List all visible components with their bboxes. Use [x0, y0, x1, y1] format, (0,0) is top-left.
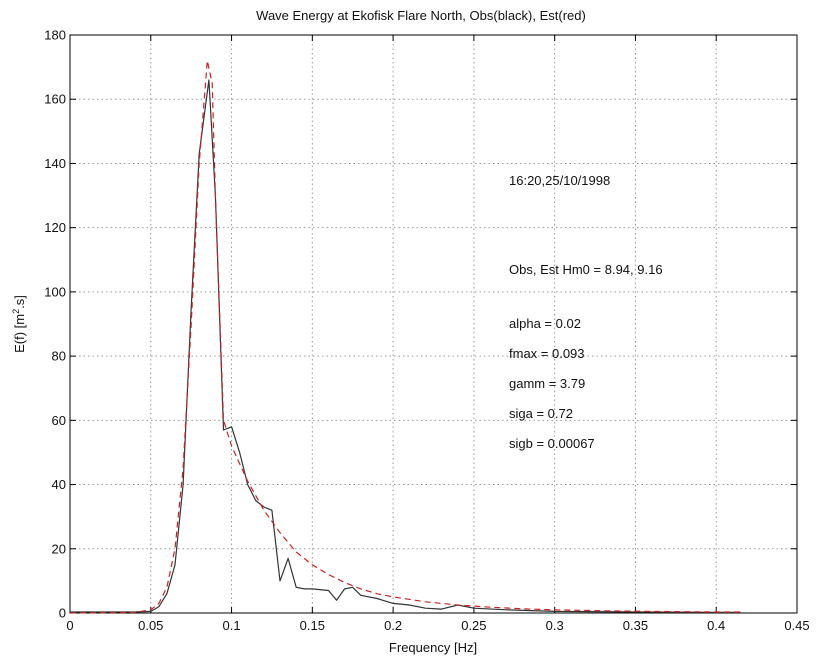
annotation-hm0: Obs, Est Hm0 = 8.94, 9.16: [509, 262, 663, 277]
chart-title: Wave Energy at Ekofisk Flare North, Obs(…: [256, 8, 586, 23]
series-line-obs: [70, 79, 741, 614]
annotation-alpha: alpha = 0.02: [509, 316, 581, 331]
y-tick-label: 80: [52, 349, 66, 364]
x-tick-label: 0.35: [623, 618, 648, 633]
x-tick-label: 0.3: [546, 618, 564, 633]
annotations: 16:20,25/10/1998 Obs, Est Hm0 = 8.94, 9.…: [509, 173, 663, 451]
x-tick-label: 0.15: [300, 618, 325, 633]
x-tick-label: 0.1: [223, 618, 241, 633]
y-axis: 0 20 40 60 80 100 120 140 160 180: [44, 28, 797, 621]
annotation-sigb: sigb = 0.00067: [509, 436, 595, 451]
plot-area-border: [69, 34, 798, 614]
y-tick-label: 20: [52, 541, 66, 556]
annotation-fmax: fmax = 0.093: [509, 346, 585, 361]
y-tick-label: 60: [52, 413, 66, 428]
y-tick-label: 140: [44, 156, 66, 171]
x-tick-label: 0.25: [461, 618, 486, 633]
x-tick-label: 0: [66, 618, 73, 633]
grid: [70, 35, 797, 613]
x-tick-label: 0.4: [707, 618, 725, 633]
x-tick-label: 0.2: [384, 618, 402, 633]
x-tick-label: 0.45: [784, 618, 809, 633]
y-tick-label: 160: [44, 92, 66, 107]
y-tick-label: 180: [44, 28, 66, 43]
y-tick-label: 100: [44, 284, 66, 299]
series-line-est: [69, 60, 741, 614]
plot-frame: [69, 34, 798, 614]
series-layer: [69, 60, 741, 614]
annotation-siga: siga = 0.72: [509, 406, 573, 421]
x-axis-label: Frequency [Hz]: [389, 640, 477, 655]
y-tick-label: 0: [59, 606, 66, 621]
x-tick-label: 0.05: [138, 618, 163, 633]
y-axis-label: E(f) [m2.s]: [11, 295, 27, 353]
annotation-gamm: gamm = 3.79: [509, 376, 585, 391]
x-axis: 0 0.05 0.1 0.15 0.2 0.25 0.3 0.35 0.4 0.45: [66, 35, 810, 633]
y-tick-label: 120: [44, 220, 66, 235]
y-tick-label: 40: [52, 477, 66, 492]
annotation-timestamp: 16:20,25/10/1998: [509, 173, 610, 188]
